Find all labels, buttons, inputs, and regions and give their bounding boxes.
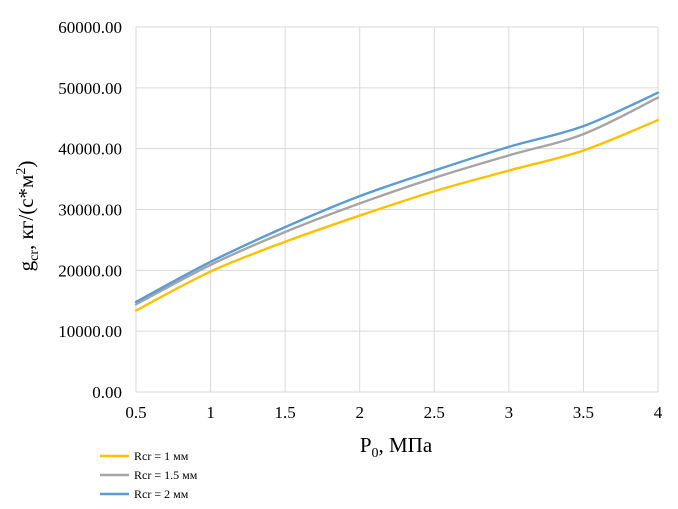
series-line-rcr-1mm [134,118,660,312]
x-tick-label: 1.5 [275,403,296,422]
x-tick-label: 3.5 [573,403,594,422]
y-tick-labels: 0.00 10000.00 20000.00 30000.00 40000.00 5000… [58,18,122,402]
legend-label: Rcr = 2 мм [134,487,189,501]
series-line-rcr-2mm [134,91,660,304]
y-tick-label: 20000.00 [58,261,122,280]
series-lines [134,91,660,312]
y-tick-label: 50000.00 [58,79,122,98]
x-tick-label: 2 [355,403,364,422]
x-tick-label: 2.5 [424,403,445,422]
x-tick-labels: 0.5 1 1.5 2 2.5 3 3.5 4 [125,403,662,422]
y-tick-label: 60000.00 [58,18,122,37]
legend-label: Rcr = 1.5 мм [134,468,198,482]
legend-label: Rcr = 1 мм [134,449,189,463]
y-axis-label: gcr, кг/(с*м2) [14,161,42,272]
x-axis-label: P0, МПа [360,433,433,461]
x-tick-label: 1 [206,403,215,422]
y-tick-label: 0.00 [92,383,122,402]
x-tick-label: 4 [654,403,663,422]
y-tick-label: 30000.00 [58,201,122,220]
gridlines [136,26,659,392]
legend: Rcr = 1 мм Rcr = 1.5 мм Rcr = 2 мм [100,449,198,501]
y-tick-label: 40000.00 [58,140,122,159]
y-tick-label: 10000.00 [58,322,122,341]
x-tick-label: 0.5 [125,403,146,422]
x-tick-label: 3 [505,403,514,422]
axes [135,27,658,393]
series-line-rcr-1-5mm [134,96,660,306]
